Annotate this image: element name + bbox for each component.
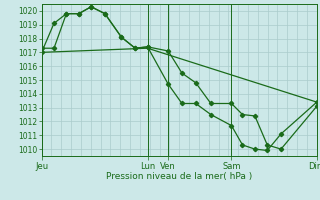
X-axis label: Pression niveau de la mer( hPa ): Pression niveau de la mer( hPa ) — [106, 172, 252, 181]
